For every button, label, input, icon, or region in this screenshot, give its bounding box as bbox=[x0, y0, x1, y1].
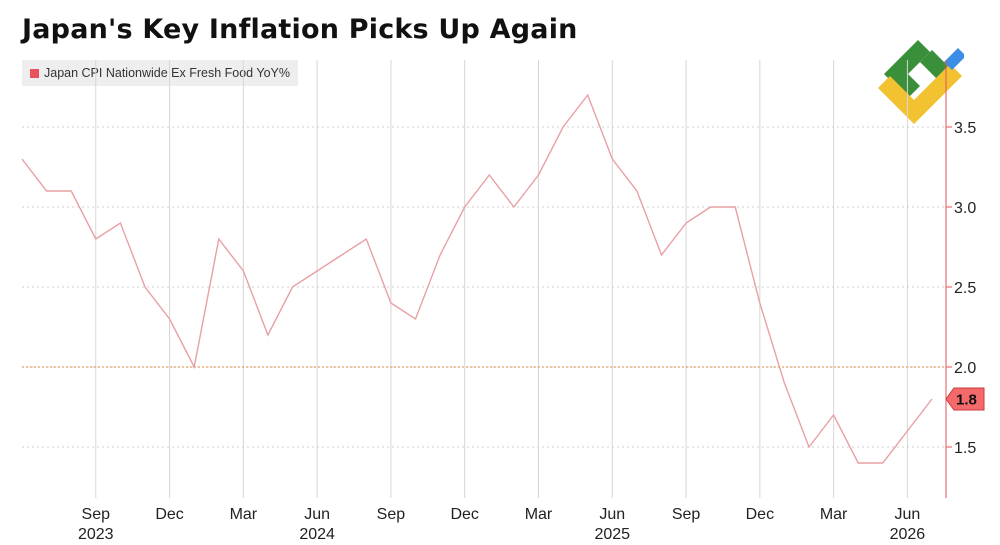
last-value-label: 1.8 bbox=[956, 392, 977, 409]
x-tick-label: Jun bbox=[599, 506, 625, 523]
x-year-label: 2025 bbox=[594, 526, 630, 543]
x-tick-label: Sep bbox=[82, 506, 111, 523]
chart-title: Japan's Key Inflation Picks Up Again bbox=[22, 14, 578, 45]
y-tick-label: 2.5 bbox=[954, 280, 976, 297]
series-line bbox=[21, 93, 933, 464]
x-tick-label: Mar bbox=[820, 506, 848, 523]
x-tick-label: Dec bbox=[746, 506, 774, 523]
x-year-label: 2024 bbox=[299, 526, 335, 543]
x-tick-label: Sep bbox=[377, 506, 406, 523]
y-tick-label: 3.5 bbox=[954, 120, 976, 137]
y-tick-label: 2.0 bbox=[954, 360, 976, 377]
x-tick-label: Dec bbox=[155, 506, 183, 523]
y-tick-label: 3.0 bbox=[954, 200, 976, 217]
x-year-label: 2023 bbox=[78, 526, 114, 543]
legend: Japan CPI Nationwide Ex Fresh Food YoY% bbox=[22, 60, 298, 86]
x-tick-label: Dec bbox=[450, 506, 478, 523]
x-tick-label: Sep bbox=[672, 506, 701, 523]
x-tick-label: Mar bbox=[230, 506, 258, 523]
x-tick-label: Jun bbox=[304, 506, 330, 523]
y-tick-label: 1.5 bbox=[954, 440, 976, 457]
legend-swatch bbox=[30, 68, 39, 78]
x-year-label: 2026 bbox=[890, 526, 926, 543]
last-value-tag bbox=[945, 387, 985, 411]
x-tick-label: Mar bbox=[525, 506, 553, 523]
x-tick-label: Jun bbox=[895, 506, 921, 523]
legend-label: Japan CPI Nationwide Ex Fresh Food YoY% bbox=[44, 66, 290, 80]
